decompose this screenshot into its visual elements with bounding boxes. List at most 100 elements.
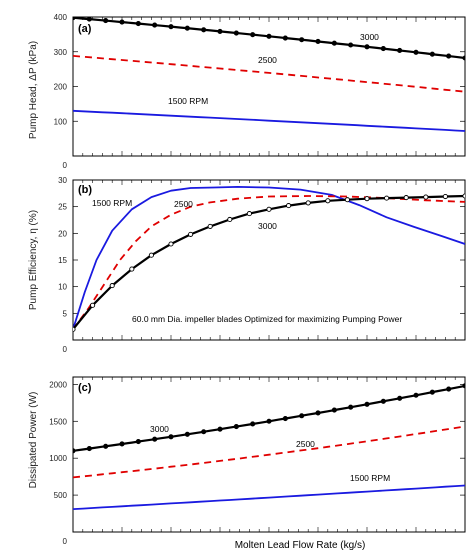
data-point	[109, 283, 115, 289]
y-tick-label: 2000	[49, 380, 67, 389]
data-point	[217, 28, 223, 34]
data-point	[331, 407, 337, 413]
data-point	[413, 392, 419, 398]
data-point	[423, 194, 429, 200]
data-point	[462, 193, 465, 199]
data-point	[364, 44, 370, 50]
series-group	[73, 186, 465, 332]
data-point	[413, 49, 419, 55]
data-point	[344, 197, 350, 203]
series-line-2500	[73, 195, 465, 330]
data-point	[266, 206, 272, 212]
y-tick-label: 400	[54, 13, 68, 22]
series-annotation: 1500 RPM	[168, 96, 208, 106]
y-axis-label: Pump Efficiency, η (%)	[28, 210, 39, 310]
data-point	[135, 439, 141, 445]
series-annotation: 3000	[360, 32, 379, 42]
series-annotation: 3000	[150, 424, 169, 434]
data-point	[446, 53, 452, 59]
series-annotation: 2500	[174, 199, 193, 209]
series-group	[73, 17, 465, 132]
y-tick-label: 20	[58, 229, 67, 238]
panel-label: (a)	[78, 23, 92, 35]
data-point	[103, 18, 109, 24]
panel-b: 0 5 10 15 20 25 30 Pump Efficiency, η (%) (b)150…	[28, 176, 466, 354]
series-annotation: 60.0 mm Dia. impeller blades Optimized f…	[132, 314, 402, 324]
y-tick-label: 5	[63, 309, 68, 318]
data-point	[233, 30, 239, 36]
data-point	[299, 37, 305, 43]
y-tick-label: 300	[54, 48, 68, 57]
data-point	[305, 200, 311, 206]
data-point	[380, 46, 386, 52]
panel-label: (c)	[78, 382, 92, 394]
data-point	[397, 47, 403, 53]
data-point	[250, 32, 256, 38]
data-point	[429, 389, 435, 395]
series-annotation: 2500	[258, 55, 277, 65]
y-tick-label: 0	[63, 345, 68, 354]
data-point	[331, 40, 337, 46]
y-tick-label: 500	[54, 491, 68, 500]
series-line-1500	[73, 109, 465, 132]
data-point	[403, 195, 409, 201]
y-tick-label: 100	[54, 117, 68, 126]
y-tick-label: 1000	[49, 454, 67, 463]
data-point	[184, 431, 190, 437]
data-point	[364, 196, 370, 202]
series-annotation: 3000	[258, 221, 277, 231]
data-point	[286, 203, 292, 209]
data-point	[384, 195, 390, 201]
data-point	[86, 17, 92, 22]
data-point	[217, 426, 223, 432]
data-point	[168, 241, 174, 247]
series-line-2500	[73, 55, 465, 93]
data-point	[462, 383, 465, 389]
data-point	[90, 302, 96, 308]
data-point	[266, 418, 272, 424]
data-point	[246, 211, 252, 217]
panel-c: 0 500 1000 1500 2000 Dissipated Power (W) (c) 3…	[28, 376, 466, 546]
y-tick-label: 10	[58, 283, 67, 292]
series-line-1500	[73, 484, 465, 510]
data-point	[227, 216, 233, 223]
data-point	[152, 436, 158, 442]
data-point	[446, 386, 452, 392]
y-axis-label: Pump Head, ΔP (kPa)	[28, 41, 39, 139]
data-point	[462, 55, 465, 61]
series-annotation: 1500 RPM	[92, 198, 132, 208]
data-point	[184, 25, 190, 31]
data-point	[73, 448, 76, 454]
series-line-3000	[73, 194, 465, 330]
data-point	[282, 415, 288, 422]
data-point	[148, 252, 154, 258]
data-point	[73, 17, 76, 21]
series-annotation: 1500 RPM	[350, 473, 390, 483]
data-point	[152, 22, 158, 28]
data-point	[315, 410, 321, 416]
data-point	[129, 266, 135, 272]
data-point	[103, 443, 109, 449]
data-point	[348, 42, 354, 48]
data-point	[325, 198, 331, 204]
data-point	[86, 446, 92, 452]
y-tick-label: 30	[58, 176, 67, 185]
panel-a: 0 100 200 300 400 Pump Head, ΔP (kPa) (a) 3000 2…	[28, 13, 466, 170]
y-tick-label: 1500	[49, 417, 67, 426]
series-line-2500	[73, 425, 465, 479]
series-line-3000	[73, 384, 465, 452]
data-point	[397, 395, 403, 401]
y-tick-label: 0	[63, 161, 68, 170]
data-point	[282, 35, 288, 41]
y-axis-label: Dissipated Power (W)	[28, 392, 39, 489]
data-point	[299, 413, 305, 419]
data-point	[168, 434, 174, 440]
series-annotation: 2500	[296, 439, 315, 449]
data-point	[73, 326, 76, 332]
series-line-1500	[73, 186, 465, 330]
data-point	[201, 27, 207, 33]
data-point	[119, 441, 125, 447]
series-group	[73, 383, 465, 510]
data-point	[315, 38, 321, 45]
